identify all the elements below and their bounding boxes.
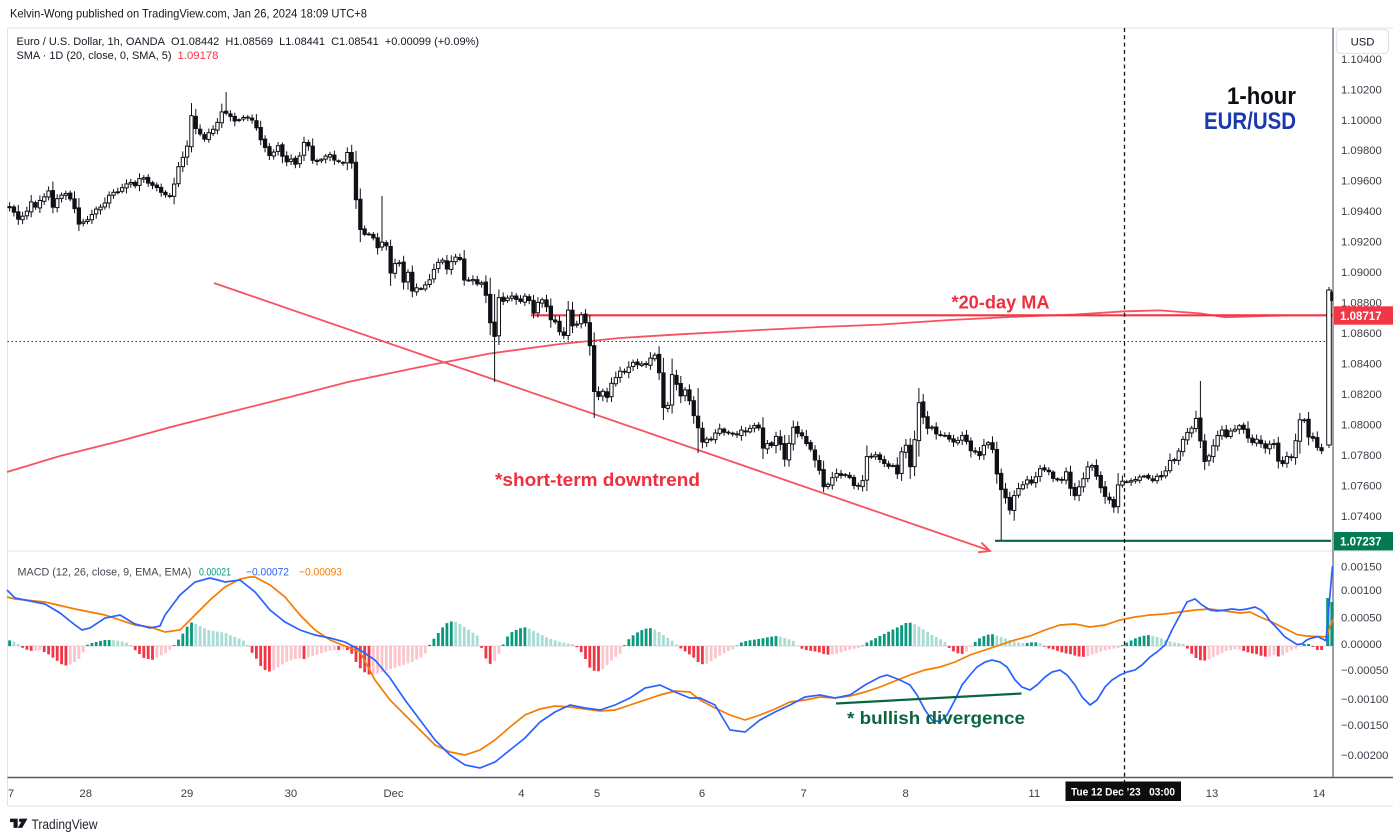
svg-text:1.08717: 1.08717 xyxy=(1340,311,1382,323)
svg-text:1.10400: 1.10400 xyxy=(1341,54,1382,66)
svg-text:1.09000: 1.09000 xyxy=(1341,267,1382,279)
svg-text:6: 6 xyxy=(699,788,705,800)
svg-text:1.08000: 1.08000 xyxy=(1341,419,1382,431)
svg-text:29: 29 xyxy=(181,788,194,800)
svg-text:MACD (12, 26, close, 9, EMA, E: MACD (12, 26, close, 9, EMA, EMA) xyxy=(18,567,192,579)
svg-text:EUR/USD: EUR/USD xyxy=(1204,108,1296,135)
svg-text:1.09400: 1.09400 xyxy=(1341,206,1382,218)
svg-text:13: 13 xyxy=(1206,788,1219,800)
svg-text:1.07237: 1.07237 xyxy=(1340,537,1382,549)
svg-text:1.10000: 1.10000 xyxy=(1341,115,1382,127)
svg-text:−0.00150: −0.00150 xyxy=(1341,720,1388,732)
svg-text:1.10200: 1.10200 xyxy=(1341,84,1382,96)
svg-text:7: 7 xyxy=(801,788,807,800)
svg-text:1.09178: 1.09178 xyxy=(178,50,219,62)
svg-text:14: 14 xyxy=(1313,788,1326,800)
svg-text:7: 7 xyxy=(8,788,14,800)
svg-text:1.09600: 1.09600 xyxy=(1341,176,1382,188)
svg-text:8: 8 xyxy=(903,788,909,800)
svg-text:USD: USD xyxy=(1351,37,1375,49)
svg-text:−0.00093: −0.00093 xyxy=(299,567,342,579)
svg-text:1.07600: 1.07600 xyxy=(1341,480,1382,492)
svg-text:Dec: Dec xyxy=(383,788,403,800)
svg-text:1-hour: 1-hour xyxy=(1227,83,1296,110)
svg-text:1.07400: 1.07400 xyxy=(1341,511,1382,523)
svg-text:Tue 12 Dec ’23 03:00: Tue 12 Dec ’23 03:00 xyxy=(1071,787,1175,799)
svg-text:0.00000: 0.00000 xyxy=(1341,639,1382,651)
svg-text:TradingView: TradingView xyxy=(32,816,99,832)
svg-text:0.00050: 0.00050 xyxy=(1341,613,1382,625)
svg-text:4: 4 xyxy=(518,788,524,800)
svg-text:* bullish divergence: * bullish divergence xyxy=(847,708,1025,728)
svg-text:0.00150: 0.00150 xyxy=(1341,562,1382,574)
svg-text:*20-day MA: *20-day MA xyxy=(952,293,1050,313)
svg-text:30: 30 xyxy=(285,788,298,800)
svg-text:Euro / U.S. Dollar, 1h, OANDA: Euro / U.S. Dollar, 1h, OANDA O1.08442 H… xyxy=(17,36,480,48)
svg-text:−0.00050: −0.00050 xyxy=(1341,665,1388,677)
svg-text:0.00021: 0.00021 xyxy=(199,567,231,579)
svg-text:5: 5 xyxy=(594,788,600,800)
svg-text:1.09800: 1.09800 xyxy=(1341,145,1382,157)
svg-text:1.07800: 1.07800 xyxy=(1341,450,1382,462)
svg-text:−0.00100: −0.00100 xyxy=(1341,694,1388,706)
svg-text:1.09200: 1.09200 xyxy=(1341,237,1382,249)
svg-text:*short-term downtrend: *short-term downtrend xyxy=(495,470,700,490)
svg-text:1.08200: 1.08200 xyxy=(1341,389,1382,401)
svg-text:−0.00200: −0.00200 xyxy=(1341,750,1388,762)
svg-text:−0.00072: −0.00072 xyxy=(246,567,289,579)
svg-text:11: 11 xyxy=(1028,788,1040,800)
svg-text:28: 28 xyxy=(79,788,92,800)
svg-text:SMA · 1D (20, close, 0, SMA, 5: SMA · 1D (20, close, 0, SMA, 5) xyxy=(17,50,172,62)
svg-text:1.08600: 1.08600 xyxy=(1341,328,1382,340)
svg-text:Kelvin-Wong published on Tradi: Kelvin-Wong published on TradingView.com… xyxy=(10,7,367,21)
svg-text:1.08400: 1.08400 xyxy=(1341,359,1382,371)
svg-text:0.00100: 0.00100 xyxy=(1341,585,1382,597)
